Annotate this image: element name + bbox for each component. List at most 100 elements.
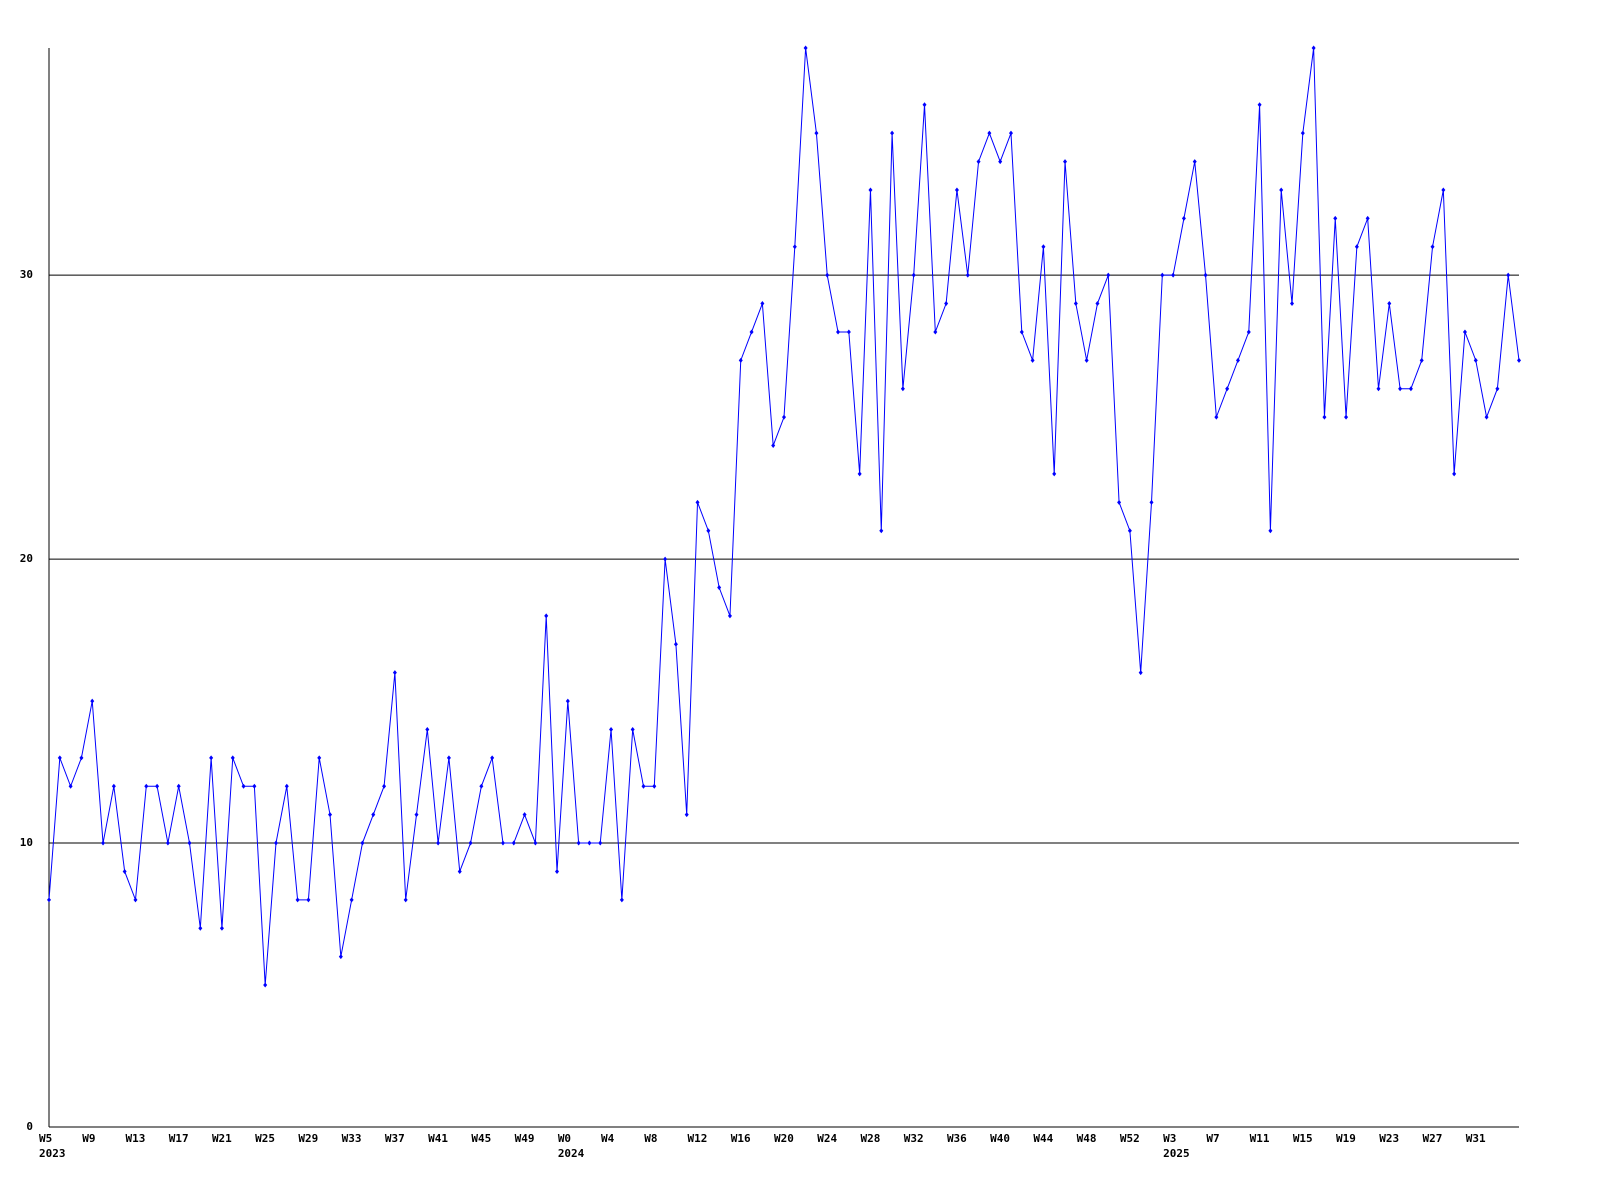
point <box>1344 414 1349 420</box>
point <box>1452 471 1457 477</box>
x-tick-label: W25 <box>255 1132 275 1145</box>
point <box>782 414 786 420</box>
point <box>792 244 797 250</box>
x-tick-label: W24 <box>817 1132 837 1145</box>
x-tick-label: W37 <box>385 1132 405 1145</box>
point <box>706 528 711 534</box>
x-tick-label: W8 <box>644 1132 657 1145</box>
y-tick-label: 0 <box>26 1120 33 1133</box>
point <box>1117 499 1122 505</box>
x-tick-label: W20 <box>774 1132 794 1145</box>
point <box>771 443 776 449</box>
point <box>922 102 927 108</box>
point <box>619 897 624 903</box>
point <box>1354 244 1359 250</box>
point <box>1333 215 1338 221</box>
point <box>1063 159 1068 165</box>
point <box>306 897 311 903</box>
point <box>1008 130 1013 136</box>
point <box>403 897 408 903</box>
point <box>219 925 224 931</box>
point <box>479 783 484 789</box>
x-tick-label: W4 <box>601 1132 615 1145</box>
x-tick-label: W17 <box>169 1132 189 1145</box>
point <box>187 840 192 846</box>
point <box>717 585 722 590</box>
point <box>663 556 668 562</box>
point <box>1311 45 1316 51</box>
point <box>284 783 289 789</box>
point <box>349 897 354 903</box>
x-tick-label: W28 <box>860 1132 880 1145</box>
point <box>382 783 387 789</box>
point <box>1441 187 1446 193</box>
point <box>446 755 451 761</box>
point <box>241 783 246 789</box>
point <box>1376 386 1381 392</box>
point <box>273 840 278 846</box>
point <box>1181 215 1186 221</box>
x-tick-label: W27 <box>1423 1132 1443 1145</box>
point <box>814 130 819 136</box>
point <box>1052 471 1057 477</box>
point <box>641 783 646 789</box>
point <box>749 329 754 335</box>
point <box>328 812 333 818</box>
point <box>911 272 916 278</box>
point <box>976 159 981 165</box>
x-tick-label: W12 <box>688 1132 708 1145</box>
point <box>1203 272 1208 278</box>
point <box>1149 499 1154 505</box>
point <box>987 130 992 136</box>
point <box>695 499 700 505</box>
point <box>1041 244 1046 250</box>
point <box>1106 272 1111 278</box>
point <box>263 982 268 988</box>
point <box>900 386 905 392</box>
point <box>252 783 257 789</box>
point <box>1398 386 1403 392</box>
point <box>414 812 419 818</box>
year-label: 2025 <box>1163 1147 1190 1160</box>
year-label: 2024 <box>558 1147 585 1160</box>
point <box>965 272 970 278</box>
point <box>90 698 95 704</box>
point <box>803 45 808 51</box>
point <box>1473 357 1478 363</box>
point <box>468 840 473 846</box>
x-tick-label: W36 <box>947 1132 967 1145</box>
point <box>1127 528 1132 534</box>
point <box>133 897 138 903</box>
x-tick-label: W0 <box>558 1132 571 1145</box>
x-tick-label: W33 <box>342 1132 362 1145</box>
point <box>1257 102 1262 108</box>
point <box>825 272 830 278</box>
y-tick-label: 30 <box>20 268 33 281</box>
point <box>209 755 214 761</box>
point <box>198 925 203 931</box>
point <box>500 840 505 846</box>
point <box>998 159 1003 165</box>
x-tick-label: W48 <box>1077 1132 1097 1145</box>
point <box>457 868 462 874</box>
x-tick-label: W45 <box>471 1132 491 1145</box>
point <box>1290 301 1295 307</box>
point <box>533 840 538 846</box>
point <box>111 783 116 789</box>
point <box>155 783 160 789</box>
point <box>1430 244 1435 250</box>
point <box>684 812 689 818</box>
point <box>230 755 235 761</box>
x-tick-label: W41 <box>428 1132 448 1145</box>
point <box>144 783 149 789</box>
point <box>1387 301 1392 307</box>
point <box>1517 357 1521 363</box>
x-tick-label: W23 <box>1379 1132 1399 1145</box>
point <box>1160 272 1165 278</box>
point <box>1322 414 1327 420</box>
x-tick-label: W16 <box>731 1132 751 1145</box>
x-tick-label: W40 <box>990 1132 1010 1145</box>
point <box>1484 414 1489 420</box>
